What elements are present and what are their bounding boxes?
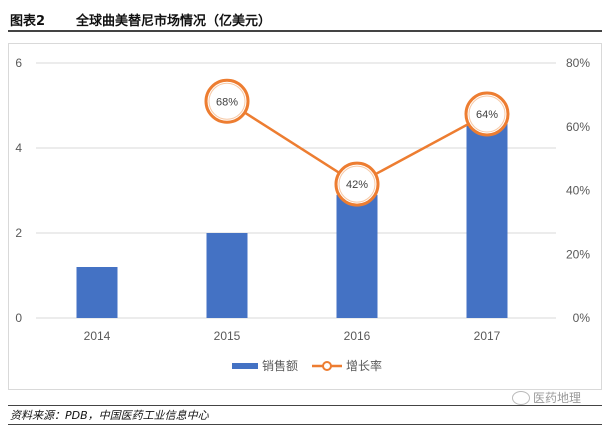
svg-text:40%: 40% [566, 184, 590, 198]
svg-text:4: 4 [15, 141, 22, 155]
watermark-text: 医药地理 [533, 391, 582, 405]
svg-text:68%: 68% [216, 96, 238, 108]
legend-item-growth: 增长率 [312, 357, 382, 374]
left-axis: 0 2 4 6 [15, 56, 22, 325]
right-axis: 0% 20% 40% 60% 80% [566, 56, 590, 325]
svg-text:80%: 80% [566, 56, 590, 70]
legend-item-sales: 销售额 [232, 357, 298, 374]
legend: 销售额 增长率 [232, 357, 390, 374]
wechat-icon [512, 390, 530, 405]
svg-text:64%: 64% [476, 109, 498, 121]
watermark: 医药地理 [512, 389, 581, 406]
growth-line: 68% 42% 64% [204, 78, 510, 207]
svg-text:42%: 42% [346, 179, 368, 191]
legend-label-sales: 销售额 [262, 359, 299, 373]
figure-label: 图表2 [10, 14, 46, 29]
sales-bars [76, 118, 508, 318]
svg-text:2014: 2014 [84, 329, 111, 343]
svg-text:2015: 2015 [214, 329, 241, 343]
legend-label-growth: 增长率 [346, 359, 383, 373]
line-marker-swatch-icon [312, 360, 343, 371]
figure-title: 全球曲美替尼市场情况（亿美元） [76, 14, 272, 29]
svg-text:0%: 0% [573, 311, 591, 325]
svg-text:2017: 2017 [474, 329, 501, 343]
svg-text:0: 0 [15, 311, 22, 325]
source-bar: 资料来源：PDB，中国医药工业信息中心 [8, 405, 602, 425]
source-text: 资料来源：PDB，中国医药工业信息中心 [10, 409, 209, 422]
bar-swatch-icon [232, 362, 258, 369]
chart-frame [8, 43, 602, 390]
svg-text:2: 2 [15, 226, 22, 240]
svg-text:2016: 2016 [344, 329, 371, 343]
figure-title-bar: 图表2 全球曲美替尼市场情况（亿美元） [8, 8, 602, 32]
svg-text:60%: 60% [566, 120, 590, 134]
x-axis: 2014 2015 2016 2017 [84, 329, 501, 343]
svg-text:6: 6 [15, 56, 22, 70]
svg-text:20%: 20% [566, 247, 590, 261]
